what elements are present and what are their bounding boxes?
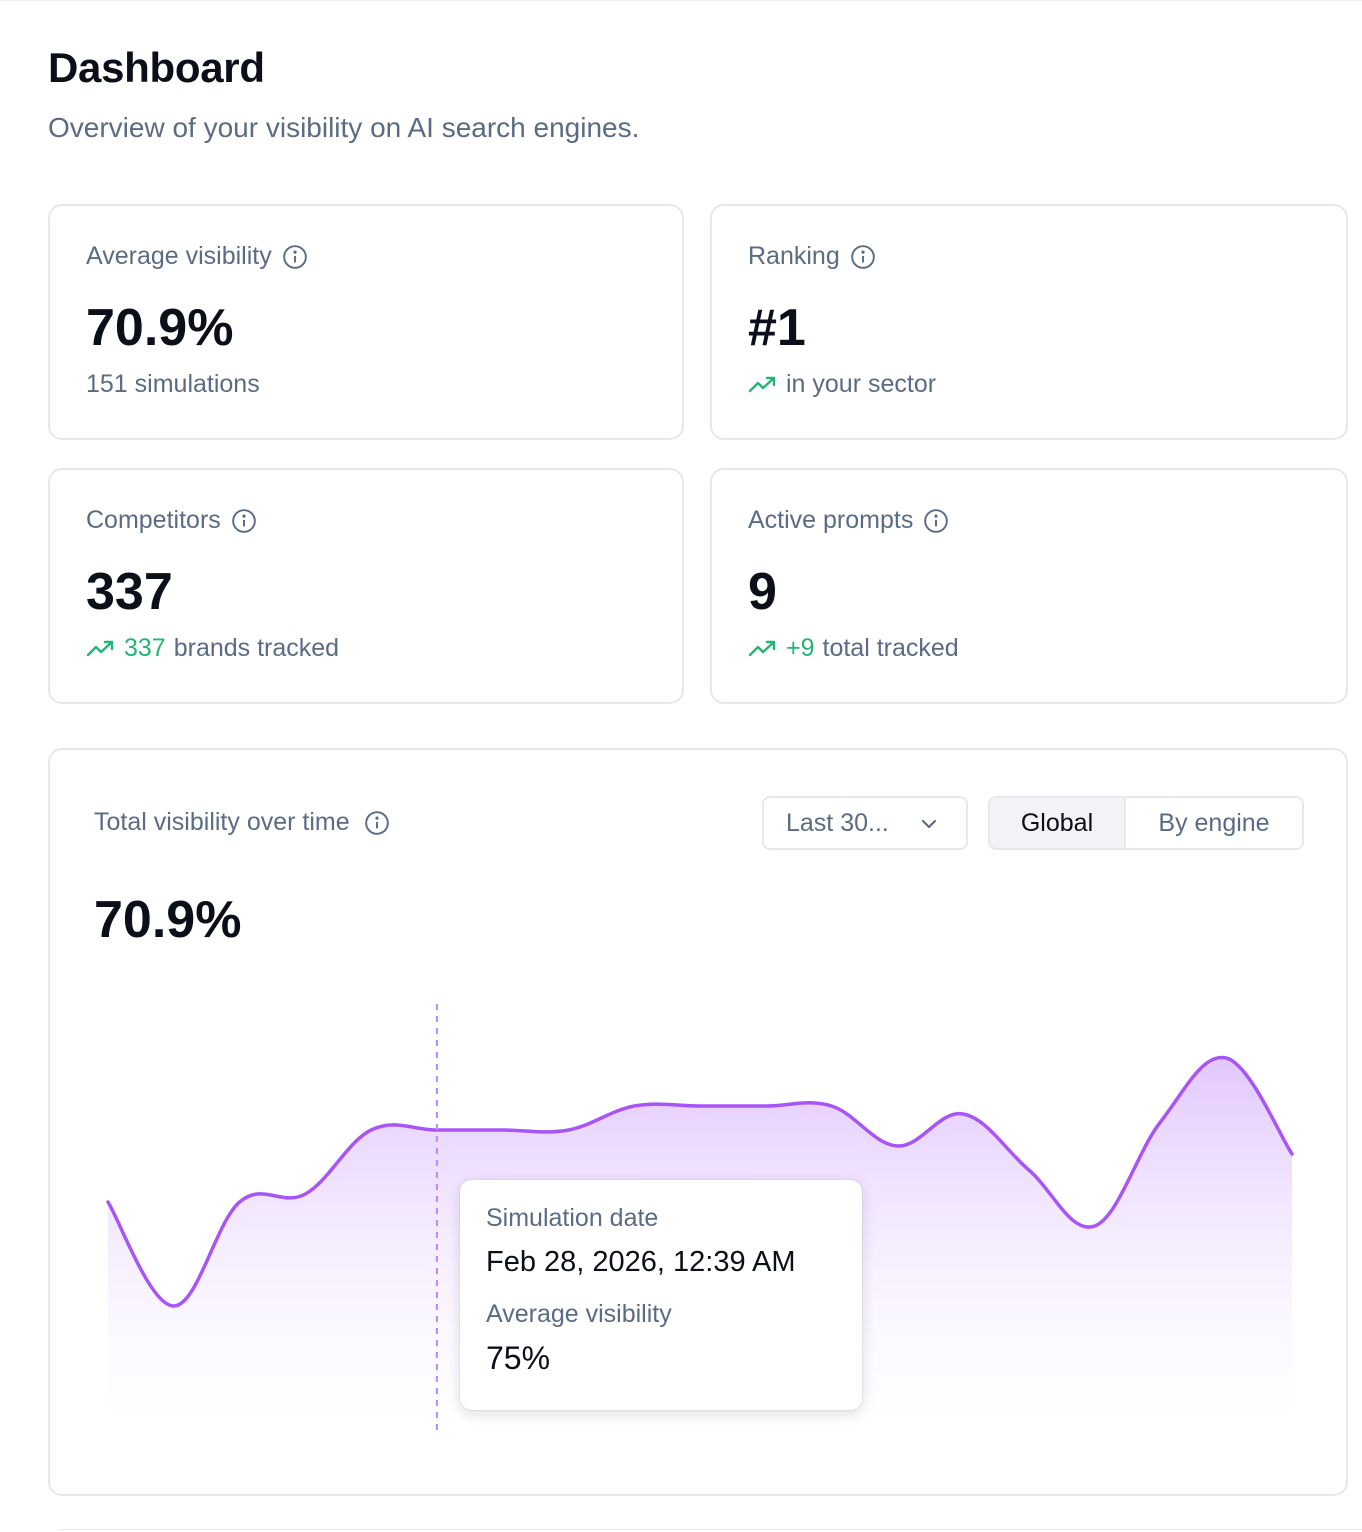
toggle-global-button[interactable]: Global [990, 798, 1126, 848]
stat-card-active-prompts: Active prompts 9 +9 total tracked [710, 468, 1348, 704]
info-circle-icon[interactable] [923, 508, 949, 534]
stat-card-subtext-label: brands tracked [173, 634, 340, 662]
chart-title: Total visibility over time [94, 808, 350, 836]
stat-card-ranking: Ranking #1 in your sector [710, 204, 1348, 440]
date-range-select[interactable]: Last 30... [762, 796, 968, 850]
info-circle-icon[interactable] [231, 508, 257, 534]
tooltip-date-value: Feb 28, 2026, 12:39 AM [486, 1246, 796, 1278]
stat-card-competitors: Competitors 337 337 brands tracked [48, 468, 684, 704]
chart-data-point[interactable] [1289, 1151, 1295, 1157]
chart-tooltip: Simulation date Feb 28, 2026, 12:39 AM A… [460, 1180, 862, 1410]
stat-card-label: Active prompts [748, 506, 914, 534]
toggle-by-engine-button[interactable]: By engine [1126, 798, 1302, 848]
stat-card-trend-value: +9 [786, 634, 815, 662]
chart-data-point[interactable] [302, 1191, 308, 1197]
chart-data-point[interactable] [1026, 1167, 1032, 1173]
chart-data-point[interactable] [763, 1103, 769, 1109]
stat-card-label-row: Ranking [748, 242, 876, 271]
chart-data-point[interactable] [1223, 1055, 1229, 1061]
stat-card-subtext-label: 151 simulations [86, 370, 260, 398]
tooltip-metric-label: Average visibility [486, 1300, 672, 1328]
info-circle-icon[interactable] [850, 244, 876, 270]
stat-card-subtext: 151 simulations [86, 370, 260, 399]
stat-card-value: 9 [748, 563, 777, 621]
stat-card-subtext-label: total tracked [822, 634, 959, 662]
stat-card-label-row: Competitors [86, 506, 257, 535]
chart-data-point[interactable] [1092, 1223, 1098, 1229]
stat-card-value: #1 [748, 299, 806, 357]
tooltip-date-label: Simulation date [486, 1204, 659, 1232]
chart-data-point[interactable] [500, 1127, 506, 1133]
chart-data-point[interactable] [171, 1303, 177, 1309]
chart-data-point[interactable] [565, 1127, 571, 1133]
chart-data-point[interactable] [829, 1103, 835, 1109]
stat-card-label: Competitors [86, 506, 221, 534]
bottom-divider [60, 1529, 1362, 1530]
info-circle-icon[interactable] [364, 810, 390, 836]
stat-card-label: Ranking [748, 242, 840, 270]
chart-data-point[interactable] [631, 1103, 637, 1109]
stat-card-subtext-label: in your sector [786, 370, 937, 398]
stat-card-subtext: in your sector [748, 370, 936, 399]
chart-data-point[interactable] [1157, 1119, 1163, 1125]
trending-up-icon [86, 640, 114, 656]
info-circle-icon[interactable] [282, 244, 308, 270]
top-divider [0, 0, 1362, 1]
visibility-chart-card: Total visibility over time Last 30... Gl… [48, 748, 1348, 1496]
view-mode-toggle: Global By engine [988, 796, 1304, 850]
chart-data-point[interactable] [105, 1199, 111, 1205]
chart-title-row: Total visibility over time [94, 808, 390, 837]
stat-card-label-row: Active prompts [748, 506, 949, 535]
stat-card-trend-value: 337 [124, 634, 166, 662]
chart-data-point[interactable] [368, 1127, 374, 1133]
chart-data-point[interactable] [697, 1103, 703, 1109]
stat-card-label-row: Average visibility [86, 242, 308, 271]
page-title: Dashboard [48, 44, 265, 91]
stat-card-value: 337 [86, 563, 173, 621]
trending-up-icon [748, 376, 776, 392]
tooltip-metric-value: 75% [486, 1340, 551, 1376]
page-subtitle: Overview of your visibility on AI search… [48, 112, 640, 143]
chart-data-point[interactable] [237, 1199, 243, 1205]
chart-series-line [106, 1055, 1294, 1308]
stat-card-subtext: 337 brands tracked [86, 634, 339, 663]
chart-data-point[interactable] [434, 1127, 440, 1133]
stat-card-label: Average visibility [86, 242, 272, 270]
stat-card-value: 70.9% [86, 299, 234, 357]
chart-data-point[interactable] [960, 1111, 966, 1117]
stat-card-average-visibility: Average visibility 70.9% 151 simulations [48, 204, 684, 440]
stat-card-subtext: +9 total tracked [748, 634, 959, 663]
trending-up-icon [748, 640, 776, 656]
chart-headline-value: 70.9% [94, 891, 242, 949]
chart-data-point[interactable] [894, 1143, 900, 1149]
chevron-down-icon [921, 819, 937, 829]
date-range-value: Last 30... [786, 808, 889, 837]
